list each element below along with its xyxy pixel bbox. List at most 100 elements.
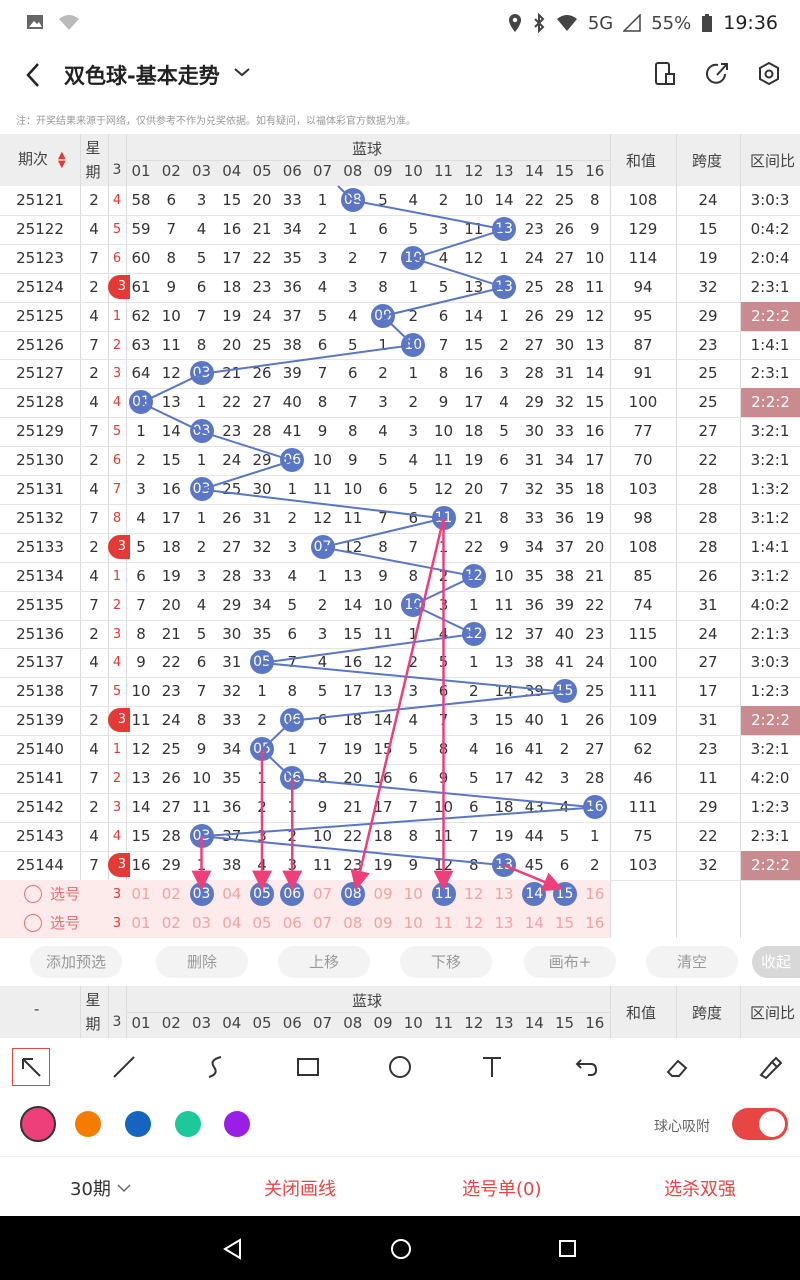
eraser-icon[interactable]	[658, 1048, 696, 1086]
radio-circle-icon[interactable]	[24, 914, 42, 932]
pick-number[interactable]: 15	[554, 913, 575, 932]
period-selector[interactable]: 30期	[70, 1175, 131, 1201]
pick-selected-ball[interactable]: 15	[552, 881, 577, 906]
pick-number[interactable]: 04	[222, 884, 242, 903]
pick-number[interactable]: 02	[161, 884, 181, 903]
miss-count: 1	[499, 306, 509, 325]
pick-number[interactable]: 01	[131, 913, 151, 932]
miss-count: 11	[191, 797, 212, 816]
pick-number[interactable]: 04	[222, 913, 242, 932]
column-divider	[610, 186, 611, 940]
curve-tool-icon[interactable]	[197, 1048, 235, 1086]
row-ratio: 3:0:3	[750, 653, 790, 672]
color-teal-swatch[interactable]	[175, 1111, 201, 1137]
pick-number[interactable]: 02	[161, 913, 181, 932]
row-sum: 108	[628, 537, 658, 556]
clear-brush-icon[interactable]	[750, 1048, 788, 1086]
pick-number[interactable]: 10	[403, 884, 423, 903]
color-blue-swatch[interactable]	[125, 1111, 151, 1137]
line-tool-icon[interactable]	[105, 1048, 143, 1086]
pick-number[interactable]: 13	[494, 884, 514, 903]
nav-recents-icon[interactable]	[558, 1239, 578, 1259]
miss-count: 29	[222, 595, 242, 614]
pick-number[interactable]: 03	[191, 913, 212, 932]
move-down-button[interactable]: 下移	[400, 946, 492, 978]
color-purple-swatch[interactable]	[224, 1111, 250, 1137]
text-tool-icon[interactable]	[473, 1048, 511, 1086]
pick-row-label[interactable]: 选号	[24, 880, 80, 909]
pick-number[interactable]: 05	[252, 913, 272, 932]
color-pink-swatch[interactable]	[20, 1106, 56, 1142]
nav-back-icon[interactable]	[222, 1238, 244, 1260]
canvas-plus-button[interactable]: 画布+	[524, 946, 616, 978]
red-ball-tail: 3	[108, 852, 130, 877]
nav-home-icon[interactable]	[389, 1237, 413, 1261]
row-period: 25121	[16, 191, 64, 209]
pick-list-button[interactable]: 选号单(0)	[462, 1179, 542, 1200]
pick-number[interactable]: 07	[312, 913, 333, 932]
move-up-button[interactable]: 上移	[278, 946, 370, 978]
rectangle-tool-icon[interactable]	[289, 1048, 327, 1086]
row-sum: 103	[628, 480, 658, 498]
pick-number[interactable]: 16	[585, 913, 605, 932]
pick-selected-ball[interactable]: 11	[431, 881, 456, 906]
back-arrow-icon[interactable]	[20, 60, 46, 90]
clear-button[interactable]: 清空	[646, 946, 738, 978]
color-orange-swatch[interactable]	[75, 1111, 101, 1137]
miss-count: 12	[585, 306, 605, 325]
miss-count: 9	[438, 393, 449, 412]
pointer-arrow-icon[interactable]	[12, 1048, 50, 1086]
miss-count: 16	[343, 653, 363, 672]
phone-mode-icon[interactable]	[652, 60, 678, 88]
miss-count: 7	[136, 595, 146, 614]
miss-count: 3	[438, 219, 449, 238]
miss-count: 22	[585, 595, 605, 614]
miss-count: 14	[494, 682, 514, 701]
chevron-down-icon[interactable]	[232, 62, 252, 82]
pick-selected-ball[interactable]: 03	[189, 881, 214, 906]
settings-hex-icon[interactable]	[756, 60, 782, 88]
pick-number[interactable]: 13	[494, 913, 514, 932]
header-span: 跨度	[692, 152, 723, 170]
delete-button[interactable]: 删除	[156, 946, 248, 978]
pick-row-label[interactable]: 选号	[24, 909, 80, 938]
miss-count: 29	[524, 393, 544, 412]
circle-tool-icon[interactable]	[381, 1048, 419, 1086]
pick-number[interactable]: 09	[373, 884, 393, 903]
add-preselect-button[interactable]: 添加预选	[30, 946, 122, 978]
pick-selected-ball[interactable]: 14	[522, 881, 547, 906]
miss-count: 5	[408, 219, 419, 238]
collapse-button[interactable]: 收起	[752, 946, 800, 978]
header-ratio: 区间比	[750, 152, 796, 170]
miss-count: 8	[378, 277, 388, 296]
pick-number[interactable]: 09	[373, 913, 393, 932]
pick-number[interactable]: 14	[524, 913, 544, 932]
kill-strong-button[interactable]: 选杀双强	[664, 1179, 736, 1200]
miss-count: 8	[287, 682, 298, 701]
pick-selected-ball[interactable]: 06	[280, 881, 305, 906]
table-row: 25121 2 4 58 6 3 15 20 33 1 08 5 4 2 10 14 22 25 8 108 24 3:0…	[0, 186, 800, 215]
pick-number[interactable]: 01	[131, 884, 151, 903]
sort-icon[interactable]: ▲ ▼	[58, 150, 66, 170]
miss-count: 8	[408, 566, 419, 585]
pick-number[interactable]: 12	[464, 913, 484, 932]
pick-selected-ball[interactable]: 08	[340, 881, 365, 906]
undo-icon[interactable]	[566, 1048, 604, 1086]
share-icon[interactable]	[704, 60, 730, 88]
miss-count: 31	[222, 653, 242, 672]
pick-number[interactable]: 11	[433, 913, 454, 932]
ball-snap-toggle[interactable]	[732, 1108, 788, 1140]
close-drawing-button[interactable]: 关闭画线	[264, 1179, 336, 1200]
pick-number[interactable]: 10	[403, 913, 423, 932]
pick-number[interactable]: 08	[343, 913, 363, 932]
row-span: 31	[698, 595, 718, 614]
miss-count: 30	[252, 480, 272, 498]
row-week: 7	[89, 422, 99, 441]
header-period[interactable]: 期次	[18, 150, 49, 168]
pick-number[interactable]: 06	[282, 913, 302, 932]
radio-circle-icon[interactable]	[24, 885, 42, 904]
pick-selected-ball[interactable]: 05	[250, 881, 274, 906]
pick-number[interactable]: 07	[312, 884, 333, 903]
pick-number[interactable]: 16	[585, 884, 605, 903]
pick-number[interactable]: 12	[464, 884, 484, 903]
